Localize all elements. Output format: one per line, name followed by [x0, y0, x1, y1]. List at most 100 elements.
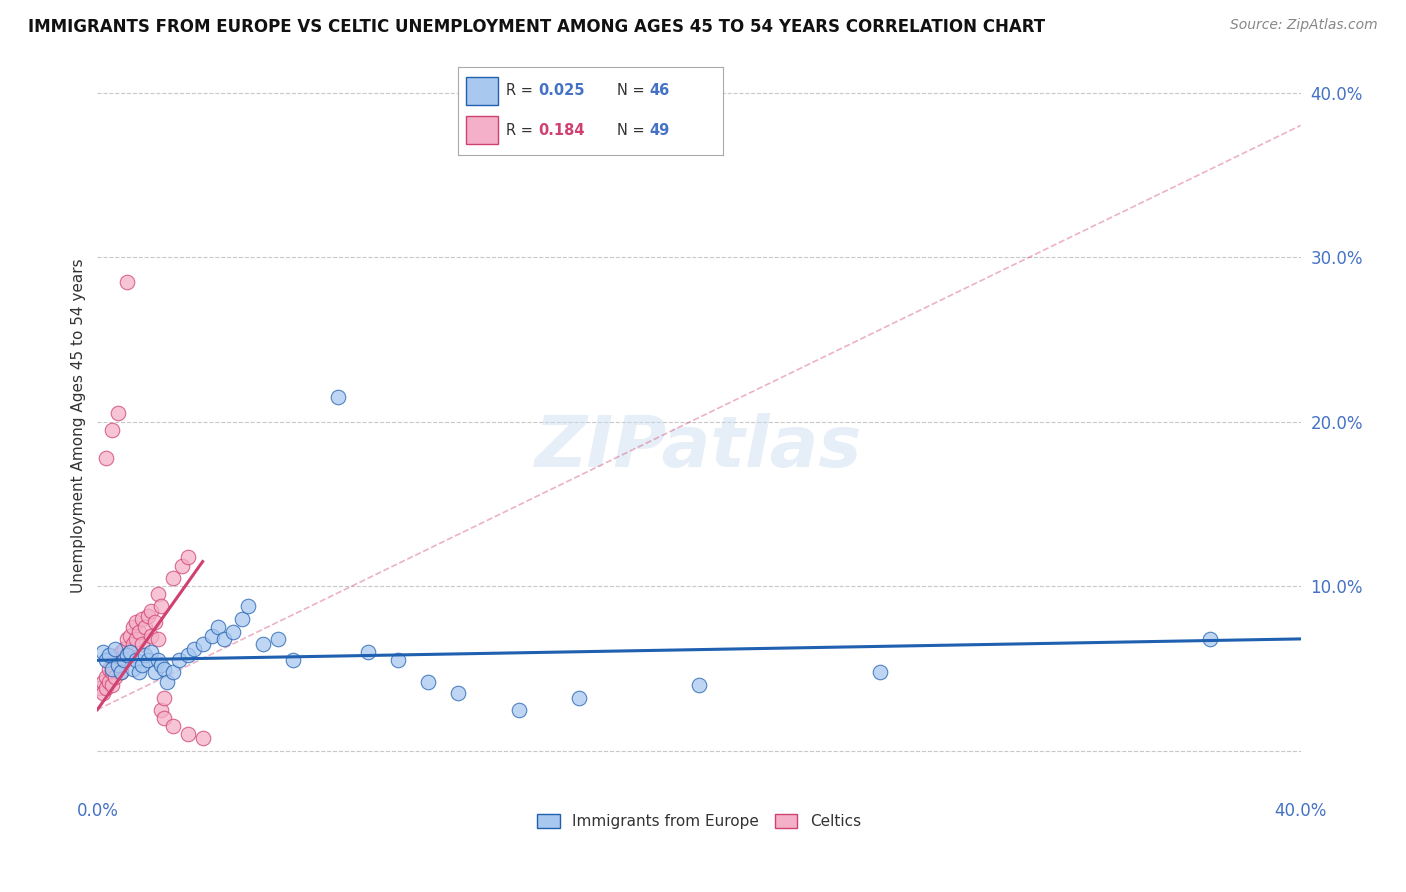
- Point: [125, 653, 148, 667]
- Point: [568, 691, 591, 706]
- Point: [212, 632, 235, 646]
- Point: [96, 670, 118, 684]
- Point: [120, 645, 142, 659]
- Point: [149, 599, 172, 613]
- Point: [231, 612, 253, 626]
- Point: [869, 665, 891, 679]
- Point: [134, 620, 156, 634]
- Point: [326, 390, 349, 404]
- Point: [146, 587, 169, 601]
- Point: [131, 637, 153, 651]
- Point: [107, 406, 129, 420]
- Point: [89, 681, 111, 696]
- Point: [125, 615, 148, 630]
- Point: [128, 625, 150, 640]
- Point: [120, 645, 142, 659]
- Point: [122, 661, 145, 675]
- Point: [110, 645, 132, 659]
- Point: [138, 608, 160, 623]
- Point: [146, 653, 169, 667]
- Point: [162, 571, 184, 585]
- Point: [138, 653, 160, 667]
- Point: [141, 604, 163, 618]
- Point: [191, 731, 214, 745]
- Legend: Immigrants from Europe, Celtics: Immigrants from Europe, Celtics: [531, 808, 868, 836]
- Point: [122, 637, 145, 651]
- Point: [93, 674, 115, 689]
- Point: [152, 711, 174, 725]
- Point: [183, 641, 205, 656]
- Point: [167, 653, 190, 667]
- Point: [201, 629, 224, 643]
- Point: [152, 691, 174, 706]
- Point: [222, 625, 245, 640]
- Point: [125, 632, 148, 646]
- Point: [117, 632, 139, 646]
- Point: [104, 670, 127, 684]
- Point: [107, 658, 129, 673]
- Point: [447, 686, 470, 700]
- Point: [96, 450, 118, 465]
- Point: [176, 727, 198, 741]
- Point: [141, 645, 163, 659]
- Point: [104, 641, 127, 656]
- Point: [101, 661, 124, 675]
- Point: [107, 658, 129, 673]
- Point: [149, 658, 172, 673]
- Point: [117, 648, 139, 663]
- Y-axis label: Unemployment Among Ages 45 to 54 years: Unemployment Among Ages 45 to 54 years: [72, 259, 86, 593]
- Point: [357, 645, 380, 659]
- Point: [98, 648, 121, 663]
- Point: [98, 674, 121, 689]
- Point: [143, 665, 166, 679]
- Point: [688, 678, 710, 692]
- Point: [112, 653, 135, 667]
- Point: [96, 653, 118, 667]
- Point: [101, 665, 124, 679]
- Point: [131, 658, 153, 673]
- Point: [143, 615, 166, 630]
- Point: [93, 686, 115, 700]
- Point: [96, 681, 118, 696]
- Point: [207, 620, 229, 634]
- Text: ZIPatlas: ZIPatlas: [536, 413, 863, 483]
- Point: [281, 653, 304, 667]
- Point: [117, 275, 139, 289]
- Point: [104, 653, 127, 667]
- Point: [1199, 632, 1222, 646]
- Point: [508, 703, 530, 717]
- Point: [162, 665, 184, 679]
- Point: [131, 612, 153, 626]
- Text: Source: ZipAtlas.com: Source: ZipAtlas.com: [1230, 18, 1378, 32]
- Point: [387, 653, 409, 667]
- Point: [236, 599, 259, 613]
- Point: [170, 559, 193, 574]
- Point: [112, 653, 135, 667]
- Point: [128, 665, 150, 679]
- Point: [98, 661, 121, 675]
- Point: [112, 641, 135, 656]
- Point: [141, 629, 163, 643]
- Point: [134, 648, 156, 663]
- Point: [146, 632, 169, 646]
- Text: IMMIGRANTS FROM EUROPE VS CELTIC UNEMPLOYMENT AMONG AGES 45 TO 54 YEARS CORRELAT: IMMIGRANTS FROM EUROPE VS CELTIC UNEMPLO…: [28, 18, 1045, 36]
- Point: [101, 678, 124, 692]
- Point: [93, 645, 115, 659]
- Point: [418, 674, 440, 689]
- Point: [155, 674, 177, 689]
- Point: [191, 637, 214, 651]
- Point: [162, 719, 184, 733]
- Point: [252, 637, 274, 651]
- Point: [149, 703, 172, 717]
- Point: [176, 549, 198, 564]
- Point: [152, 661, 174, 675]
- Point: [122, 620, 145, 634]
- Point: [107, 648, 129, 663]
- Point: [267, 632, 290, 646]
- Point: [101, 423, 124, 437]
- Point: [117, 648, 139, 663]
- Point: [110, 665, 132, 679]
- Point: [176, 648, 198, 663]
- Point: [120, 629, 142, 643]
- Point: [110, 665, 132, 679]
